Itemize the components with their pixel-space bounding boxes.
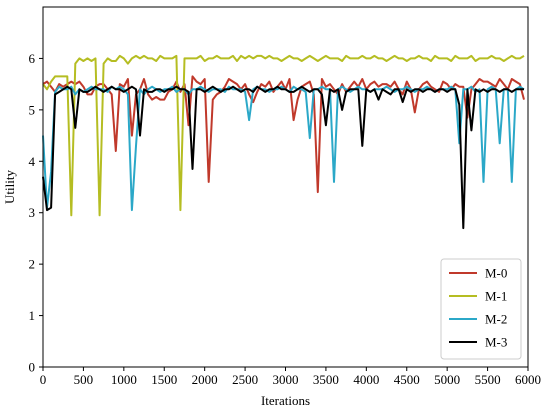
y-tick-label: 3 bbox=[29, 205, 36, 220]
legend-label: M-3 bbox=[485, 335, 507, 350]
series-layer bbox=[42, 54, 525, 230]
x-tick-label: 6000 bbox=[515, 372, 541, 387]
x-tick-label: 1500 bbox=[151, 372, 177, 387]
x-tick-label: 1000 bbox=[111, 372, 137, 387]
y-tick-label: 5 bbox=[29, 102, 36, 117]
legend-label: M-1 bbox=[485, 289, 507, 304]
legend-item-m-0: M-0 bbox=[449, 266, 507, 281]
y-tick-label: 2 bbox=[29, 257, 36, 272]
x-tick-label: 3500 bbox=[313, 372, 339, 387]
x-tick-label: 2500 bbox=[232, 372, 258, 387]
legend-box bbox=[440, 258, 522, 360]
x-tick-label: 4000 bbox=[353, 372, 379, 387]
x-tick-label: 3000 bbox=[273, 372, 299, 387]
legend-label: M-2 bbox=[485, 312, 507, 327]
x-tick-label: 5000 bbox=[434, 372, 460, 387]
legend-items: M-0 M-1 M-2 M-3 bbox=[449, 266, 507, 350]
x-tick-label: 2000 bbox=[192, 372, 218, 387]
x-axis-label: Iterations bbox=[261, 393, 310, 408]
x-tick-label: 500 bbox=[74, 372, 94, 387]
legend-item-m-3: M-3 bbox=[449, 335, 507, 350]
y-tick-label: 6 bbox=[29, 51, 36, 66]
series-line-m-0 bbox=[42, 75, 525, 194]
legend-item-m-2: M-2 bbox=[449, 312, 507, 327]
x-tick-label: 0 bbox=[40, 372, 47, 387]
x-axis-ticks: 0 500 1000 1500 2000 2500 3000 3500 4000 4500 5000… bbox=[40, 367, 541, 387]
y-axis-label: Utility bbox=[2, 170, 17, 204]
legend-item-m-1: M-1 bbox=[449, 289, 507, 304]
y-tick-label: 1 bbox=[29, 308, 36, 323]
legend-label: M-0 bbox=[485, 266, 507, 281]
series-line-m-1 bbox=[42, 54, 525, 217]
x-tick-label: 5500 bbox=[475, 372, 501, 387]
y-tick-label: 0 bbox=[29, 360, 36, 375]
series-line-m-3 bbox=[42, 85, 524, 230]
y-axis-ticks: 0 1 2 3 4 5 6 bbox=[29, 51, 43, 375]
legend: M-0 M-1 M-2 M-3 bbox=[440, 258, 522, 360]
y-tick-label: 4 bbox=[29, 154, 36, 169]
x-tick-label: 4500 bbox=[394, 372, 420, 387]
